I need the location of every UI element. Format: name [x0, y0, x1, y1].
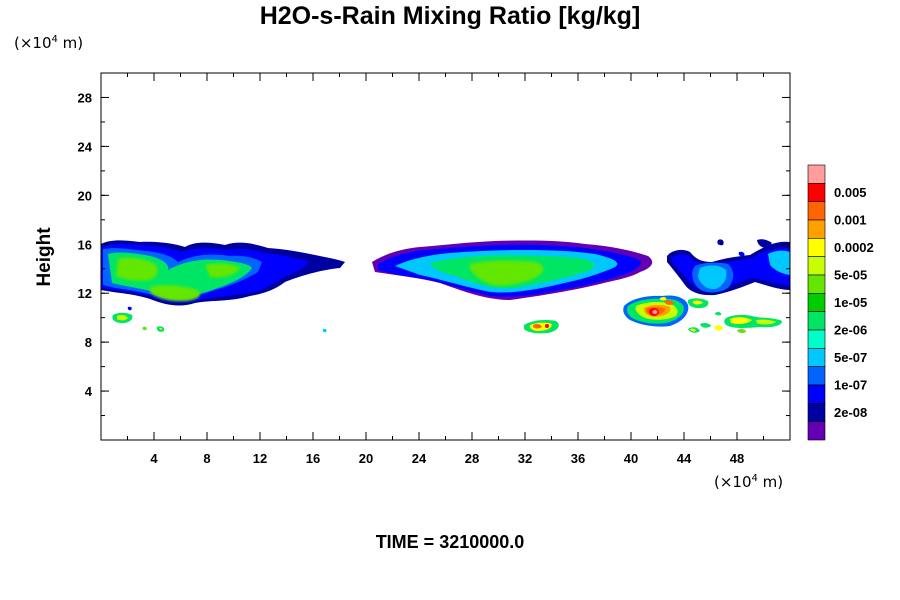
- y-tick-label: 12: [78, 286, 92, 301]
- low-cells-west: [112, 306, 327, 333]
- colorbar-swatch: [807, 238, 826, 257]
- cloud-upper-east: [667, 239, 790, 296]
- colorbar-swatch: [807, 329, 826, 349]
- colorbar-label: 1e-07: [834, 378, 867, 393]
- colorbar-swatch: [807, 384, 826, 404]
- y-tick-label: 4: [85, 384, 93, 399]
- colorbar-label: 0.001: [834, 213, 867, 228]
- x-tick-label: 40: [624, 451, 638, 466]
- colorbar-swatch: [807, 311, 826, 331]
- colorbar-swatch: [807, 256, 826, 276]
- colorbar-swatch: [807, 274, 826, 294]
- x-tick-label: 20: [359, 451, 373, 466]
- colorbar-label: 2e-06: [834, 323, 867, 338]
- colorbar-swatch: [807, 366, 826, 386]
- x-tick-label: 16: [306, 451, 320, 466]
- colorbar-swatch: [807, 293, 826, 312]
- colorbar-label: 0.0002: [834, 240, 874, 255]
- colorbar-label: 5e-07: [834, 350, 867, 365]
- colorbar-label: 2e-08: [834, 405, 867, 420]
- y-tick-label: 24: [78, 139, 93, 154]
- colorbar-swatch: [807, 201, 826, 221]
- x-tick-label: 48: [730, 451, 744, 466]
- low-cells-east: [623, 295, 782, 334]
- colorbar: 0.005 0.001 0.0002 5e-05 1e-05 2e-06 5e-07 1e-0…: [807, 164, 874, 441]
- colorbar-swatch: [807, 183, 826, 202]
- colorbar-swatch: [807, 164, 826, 184]
- chart-title: H2O-s-Rain Mixing Ratio [kg/kg]: [259, 2, 641, 30]
- colorbar-swatch: [807, 219, 826, 239]
- x-tick-label: 12: [253, 451, 267, 466]
- x-tick-label: 32: [518, 451, 532, 466]
- time-label: TIME = 3210000.0: [375, 532, 525, 552]
- x-axis-unit: (×104 m): [714, 473, 784, 491]
- contour-fields: [101, 239, 790, 334]
- x-tick-label: 28: [465, 451, 479, 466]
- colorbar-label: 5e-05: [834, 268, 867, 283]
- cloud-upper-central: [372, 240, 653, 300]
- low-cell-32: [524, 320, 559, 334]
- colorbar-label: 0.005: [834, 185, 867, 200]
- x-tick-label: 44: [677, 451, 692, 466]
- colorbar-swatch: [807, 348, 826, 367]
- y-tick-label: 28: [78, 90, 92, 105]
- cloud-upper-west: [101, 240, 345, 306]
- x-tick-label: 24: [412, 451, 427, 466]
- x-tick-label: 8: [203, 451, 210, 466]
- y-axis-unit: (×104 m): [14, 34, 84, 52]
- y-tick-label: 20: [78, 188, 92, 203]
- y-tick-label: 16: [78, 237, 92, 252]
- y-axis-label: Height: [34, 227, 55, 287]
- y-tick-label: 8: [85, 335, 92, 350]
- colorbar-swatch: [807, 421, 826, 441]
- x-tick-label: 36: [571, 451, 585, 466]
- colorbar-swatch: [807, 403, 826, 422]
- x-tick-label: 4: [150, 451, 158, 466]
- colorbar-label: 1e-05: [834, 295, 867, 310]
